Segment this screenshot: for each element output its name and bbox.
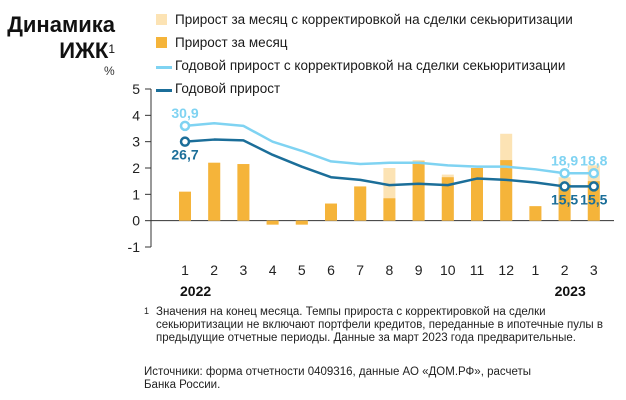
- bar-monthly: [529, 206, 542, 221]
- data-label: 30,9: [171, 105, 198, 121]
- bar-monthly: [208, 162, 221, 221]
- legend-swatch-monthly: [156, 37, 167, 48]
- y-tick-label: 2: [132, 160, 140, 176]
- bar-monthly: [500, 160, 513, 221]
- x-tick-label: 5: [298, 262, 306, 278]
- source-note: Источники: форма отчетности 0409316, дан…: [144, 366, 532, 391]
- bar-monthly: [471, 168, 483, 221]
- bar-monthly: [587, 181, 600, 221]
- x-tick-label: 6: [327, 262, 335, 278]
- legend-label-monthly: Прирост за месяц: [175, 35, 288, 50]
- y-tick-label: -1: [128, 239, 141, 255]
- data-label: 26,7: [171, 147, 198, 163]
- y-tick-label: 5: [132, 81, 140, 97]
- data-label: 18,8: [580, 152, 607, 168]
- title-main: ИЖК: [59, 38, 109, 63]
- legend-label-adjusted-monthly: Прирост за месяц с корректировкой на сде…: [175, 12, 573, 27]
- bar-monthly: [266, 220, 279, 225]
- y-axis-unit: %: [104, 64, 115, 78]
- data-label: 18,9: [551, 152, 578, 168]
- y-tick-label: 1: [132, 186, 140, 202]
- bar-monthly: [179, 191, 191, 221]
- marker-adjusted-annual: [588, 168, 600, 179]
- bar-monthly: [237, 164, 250, 221]
- x-tick-label: 9: [415, 262, 423, 278]
- y-tick-label: 3: [132, 134, 140, 150]
- marker-adjusted-annual: [559, 168, 570, 179]
- x-tick-label: 1: [181, 262, 189, 278]
- marker-annual: [559, 181, 570, 192]
- x-tick-label: 10: [440, 262, 456, 278]
- title-footnote-mark: 1: [108, 42, 115, 56]
- x-tick-label: 12: [498, 262, 514, 278]
- legend-label-adjusted-annual: Годовой прирост с корректировкой на сдел…: [175, 58, 566, 73]
- bar-monthly: [295, 220, 308, 225]
- footnote-number: 1: [144, 306, 150, 316]
- bar-monthly: [354, 186, 367, 221]
- x-tick-label: 8: [386, 262, 394, 278]
- data-label: 15,5: [580, 191, 607, 207]
- footnote-text: Значения на конец месяца. Темпы прироста…: [156, 306, 603, 344]
- y-tick-label: 0: [132, 213, 140, 229]
- marker-adjusted-annual: [179, 120, 191, 132]
- x-year-label: 2022: [180, 283, 211, 299]
- bar-monthly: [412, 161, 425, 221]
- legend-swatch-annual: [156, 89, 172, 92]
- x-tick-label: 3: [590, 262, 598, 278]
- bar-monthly: [383, 198, 396, 221]
- title-line-1: Динамика: [7, 12, 115, 37]
- data-label: 15,5: [551, 191, 578, 207]
- x-tick-label: 2: [561, 262, 569, 278]
- legend-swatch-adjusted-monthly: [156, 14, 167, 25]
- line-annual: [184, 138, 594, 188]
- line-adjusted-annual: [184, 121, 594, 175]
- bar-monthly: [325, 203, 337, 221]
- title-line-2: ИЖК1: [7, 38, 115, 64]
- x-tick-label: 4: [269, 262, 277, 278]
- x-tick-label: 2: [210, 262, 218, 278]
- bar-monthly: [441, 177, 454, 221]
- y-tick-label: 4: [132, 107, 140, 123]
- marker-annual: [588, 181, 600, 192]
- x-tick-label: 1: [532, 262, 540, 278]
- x-tick-label: 3: [240, 262, 248, 278]
- chart-title: Динамика ИЖК1: [7, 12, 115, 64]
- bar-monthly: [558, 183, 571, 221]
- x-tick-label: 7: [356, 262, 364, 278]
- legend-swatch-adjusted-annual: [156, 66, 172, 69]
- x-tick-label: 11: [470, 262, 485, 278]
- legend-label-annual: Годовой прирост: [175, 81, 281, 96]
- x-year-label: 2023: [555, 283, 586, 299]
- marker-annual: [179, 136, 191, 147]
- footnote: 1 Значения на конец месяца. Темпы прирос…: [144, 306, 614, 345]
